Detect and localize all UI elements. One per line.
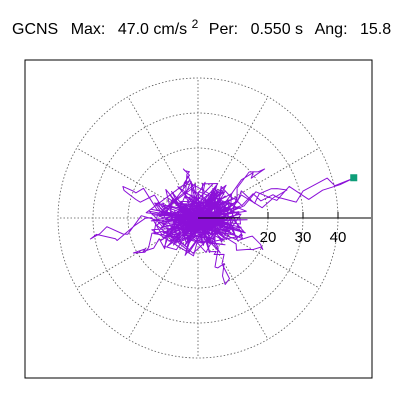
grid-spoke (197, 96, 269, 219)
grid-spoke (197, 217, 269, 340)
peak-marker-layer (350, 174, 358, 182)
trace-path (89, 168, 355, 285)
station-code: GCNS (12, 21, 58, 38)
svg-text:GCNS Max: 47.0 cm/s: GCNS Max: 47.0 cm/s 2 Per: 0.550 s Ang: … (12, 15, 391, 38)
x-tick-label: 30 (295, 229, 312, 246)
max-unit-exponent: 2 (192, 17, 199, 31)
x-tick-label: 20 (260, 229, 277, 246)
per-value: 0.550 s (251, 21, 303, 38)
motion-trace (89, 168, 355, 285)
grid-spoke (127, 217, 199, 340)
ang-label: Ang: (315, 21, 348, 38)
ang-value: 15.8 (360, 21, 391, 38)
grid-spoke (76, 147, 199, 219)
axes (198, 212, 371, 219)
x-tick-label: 40 (330, 229, 347, 246)
per-label: Per: (209, 21, 238, 38)
grid-spoke (197, 217, 320, 289)
plot-frame (24, 59, 373, 379)
grid-spoke (197, 147, 320, 219)
tick-labels: 20 30 40 (260, 229, 347, 246)
max-value: 47.0 cm/s (118, 21, 187, 38)
header-bar: GCNS Max: 47.0 cm/s 2 Per: 0.550 s Ang: … (12, 15, 391, 38)
peak-marker (350, 174, 358, 182)
max-label: Max: (71, 21, 106, 38)
grid-spoke (127, 96, 199, 219)
